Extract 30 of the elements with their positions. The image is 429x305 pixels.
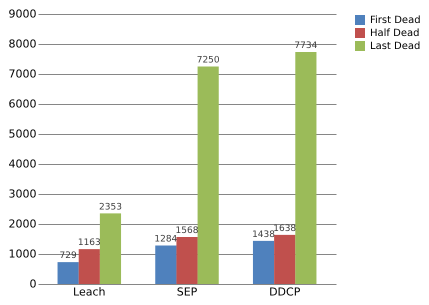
bar [176, 236, 198, 284]
legend-label: Last Dead [370, 41, 420, 52]
data-label: 1438 [252, 230, 276, 240]
y-tick-label: 6000 [8, 98, 36, 110]
data-label: 1163 [78, 238, 101, 248]
bar [198, 66, 219, 284]
bar [155, 245, 176, 284]
bar [100, 213, 122, 284]
data-label: 1638 [273, 224, 296, 234]
x-tick-label: SEP [176, 286, 198, 298]
legend-label: First Dead [370, 15, 421, 26]
y-tick-label: 0 [30, 278, 36, 290]
bar [58, 262, 79, 284]
legend-label: Half Dead [370, 28, 420, 39]
y-tick-label: 2000 [8, 218, 36, 230]
data-label: 7250 [196, 56, 220, 66]
y-tick-label: 8000 [8, 38, 36, 50]
bar [295, 52, 316, 284]
y-tick-label: 7000 [8, 68, 36, 80]
y-tick-label: 4000 [8, 158, 36, 170]
bar [274, 234, 296, 284]
y-tick-label: 3000 [8, 188, 36, 200]
data-label: 2353 [99, 202, 122, 212]
y-tick-label: 1000 [8, 248, 36, 260]
y-tick-label: 5000 [8, 128, 36, 140]
x-tick-label: Leach [73, 286, 106, 298]
x-tick-label: DDCP [269, 286, 301, 298]
bar [78, 249, 100, 284]
y-tick-label: 9000 [8, 8, 36, 20]
bar [252, 240, 274, 284]
